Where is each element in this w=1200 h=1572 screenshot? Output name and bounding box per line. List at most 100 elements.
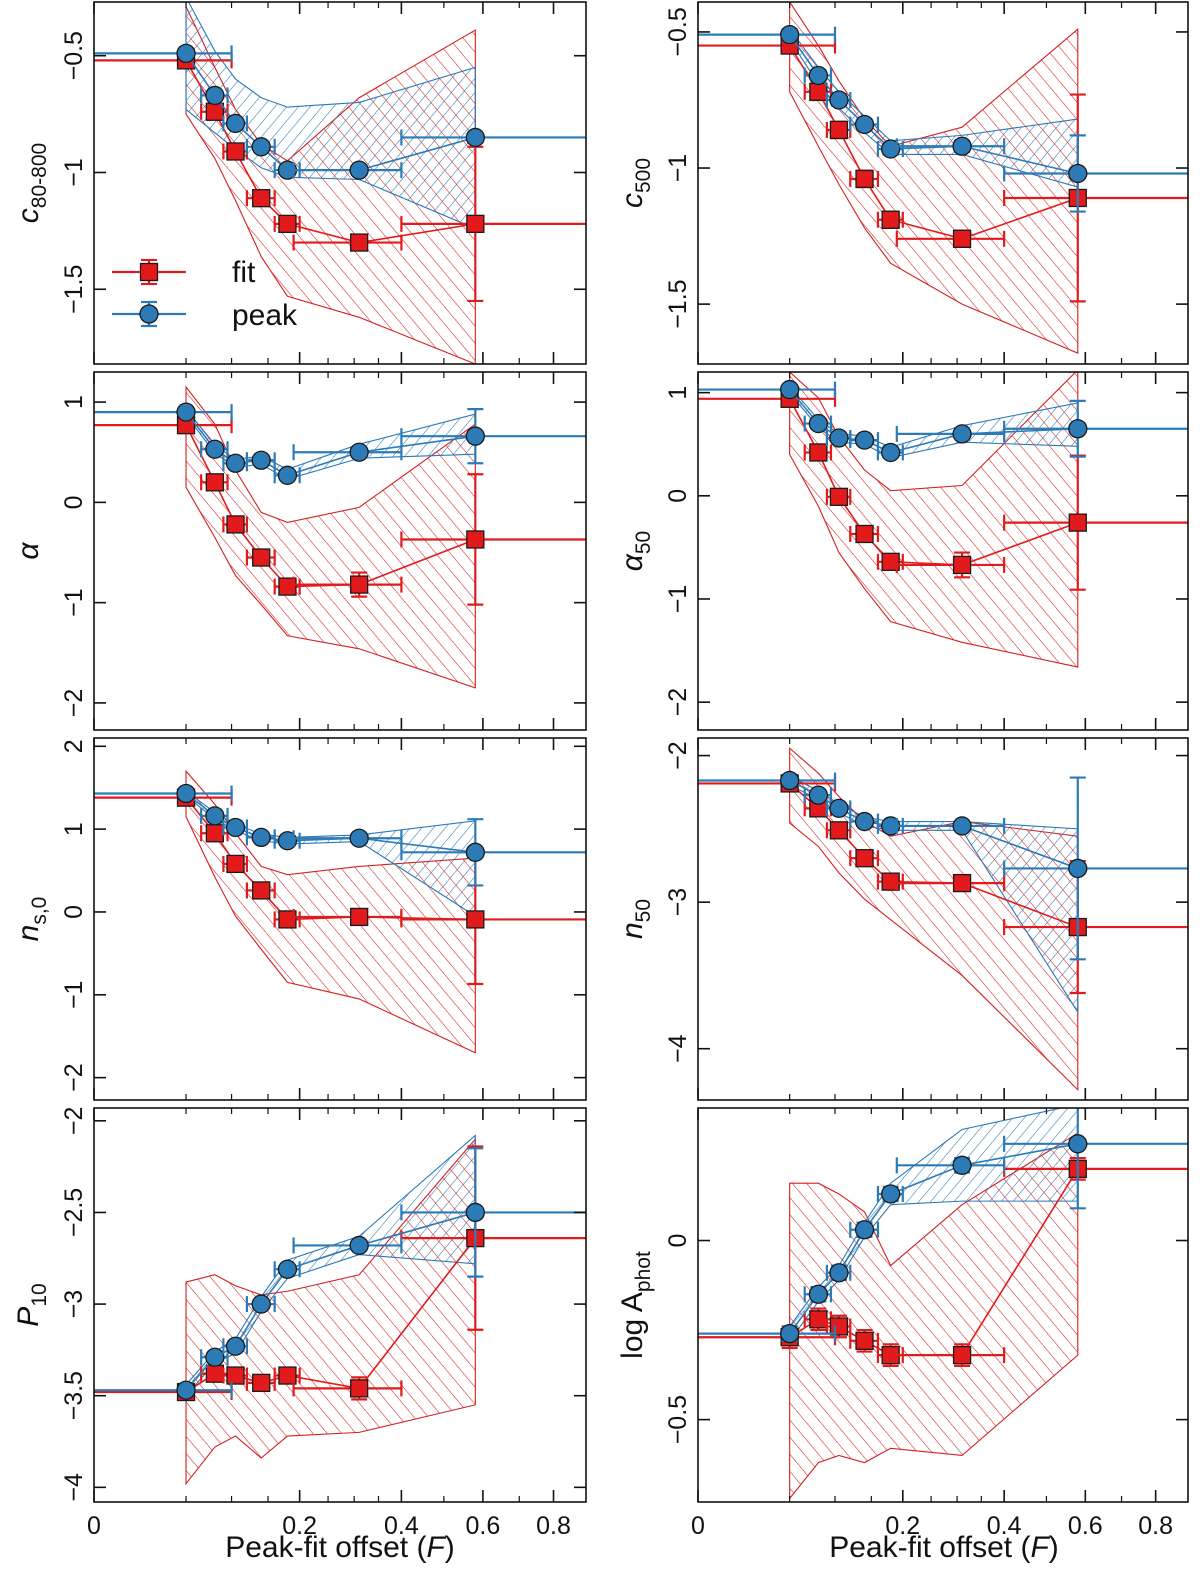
x-tick-label: 0.8 [536,1512,571,1540]
fit-band [185,769,476,1054]
peak-point [205,439,225,459]
peak-point [1068,419,1088,439]
y-tick-label: −1.5 [60,265,88,314]
panel-frame [93,737,587,1101]
fit-point [252,189,271,208]
fit-point [855,1331,874,1350]
x-tick-label: 0.6 [466,1512,501,1540]
peak-point [176,43,196,64]
y-tick-label: −1 [664,585,692,614]
fit-point [855,849,874,868]
y-axis-title-sub: 50 [632,531,655,554]
x-tick-label: 0.8 [1138,1512,1173,1540]
y-axis-title: log Aphot [616,1251,655,1359]
peak-point [251,450,271,470]
peak-point [465,127,485,148]
y-axis-title: ns,0 [12,897,51,942]
fit-point [226,142,245,161]
panel-2-plot-area [698,2,1188,354]
y-axis-title: α50 [616,531,655,571]
peak-point [854,1220,875,1240]
peak-point [277,1259,298,1279]
fit-point [952,555,972,575]
peak-point [780,770,800,791]
peak-point [808,65,829,86]
panels-layer: −0.5−1−1.5c80-800−0.5−1−1.5c50010−1−2α10… [12,1,1189,1540]
fit-point [350,1379,369,1398]
y-axis-title-sub: 50 [632,899,655,922]
fit-point [809,82,828,101]
x-tick-label: 0.2 [282,1512,317,1540]
x-tick-label: 0.4 [384,1512,419,1540]
peak-point [205,85,225,106]
peak-point [808,785,829,805]
peak-point [1068,163,1088,184]
y-tick-label: −2 [60,1063,88,1092]
y-axis-title-main: log A [616,1292,649,1359]
y-tick-label: −1 [60,158,88,187]
peak-point [225,817,246,838]
fit-point [881,872,900,891]
peak-point [176,783,196,804]
peak-point [277,831,298,851]
fit-point [350,575,369,594]
fit-point [466,214,485,234]
peak-point [349,442,369,462]
peak-point [854,430,875,450]
x-tick-label: 0.2 [885,1512,920,1540]
fit-point [881,552,900,571]
peak-point [808,413,829,434]
fit-point [881,210,900,229]
panel-2: −0.5 −1 −1.5 c500 [616,1,1189,365]
y-tick-label: −1 [60,588,88,617]
peak-point [952,136,972,156]
fit-point [252,548,271,567]
y-axis-title-main: n [616,922,649,939]
x-tick-label: 0.6 [1068,1512,1103,1540]
y-tick-label: 1 [664,386,692,400]
y-tick-label: −1 [664,154,692,183]
y-axis-title-sub: s,0 [28,897,51,925]
peak-point [829,428,849,448]
x-axis-title-left: Peak-fit offset (F) [225,1531,455,1564]
y-tick-label: 0 [664,1234,692,1248]
panel-4-plot-area [698,372,1188,668]
peak-point [808,1284,829,1304]
peak-point [780,1324,800,1344]
peak-point [952,424,972,444]
fit-point [226,854,245,874]
peak-point [952,816,972,836]
y-tick-label: −1.5 [664,279,692,328]
peak-point [1068,858,1088,879]
peak-point [176,1380,196,1400]
y-axis-title-sub: 500 [632,158,655,193]
peak-point [251,827,271,848]
y-axis-title-sub: 80-800 [28,143,51,208]
y-axis-title-main: c [616,193,649,208]
peak-point [829,798,849,818]
peak-point [205,1347,225,1367]
peak-point [780,25,800,45]
panel-1: −0.5 −1 −1.5 c80-800 [12,1,587,365]
fit-point [278,214,297,234]
fit-point [829,120,849,140]
y-axis-title: P10 [12,1283,51,1326]
x-axis-title-right: Peak-fit offset (F) [829,1531,1059,1564]
y-tick-label: 1 [60,395,88,409]
peak-point [251,137,271,157]
peak-point [780,379,800,400]
y-tick-label: −4 [60,1473,88,1502]
fit-point [952,1345,972,1365]
fit-point [829,487,849,506]
y-axis-title: n50 [616,899,655,939]
fit-point [205,824,225,843]
y-axis-title: c80-800 [12,143,51,223]
fit-point [952,873,972,893]
peak-point [854,811,875,832]
y-tick-label: −2 [664,741,692,770]
fit-point [278,910,297,929]
peak-point [349,828,369,848]
peak-point [225,113,246,134]
panel-1-plot-area [94,2,586,364]
